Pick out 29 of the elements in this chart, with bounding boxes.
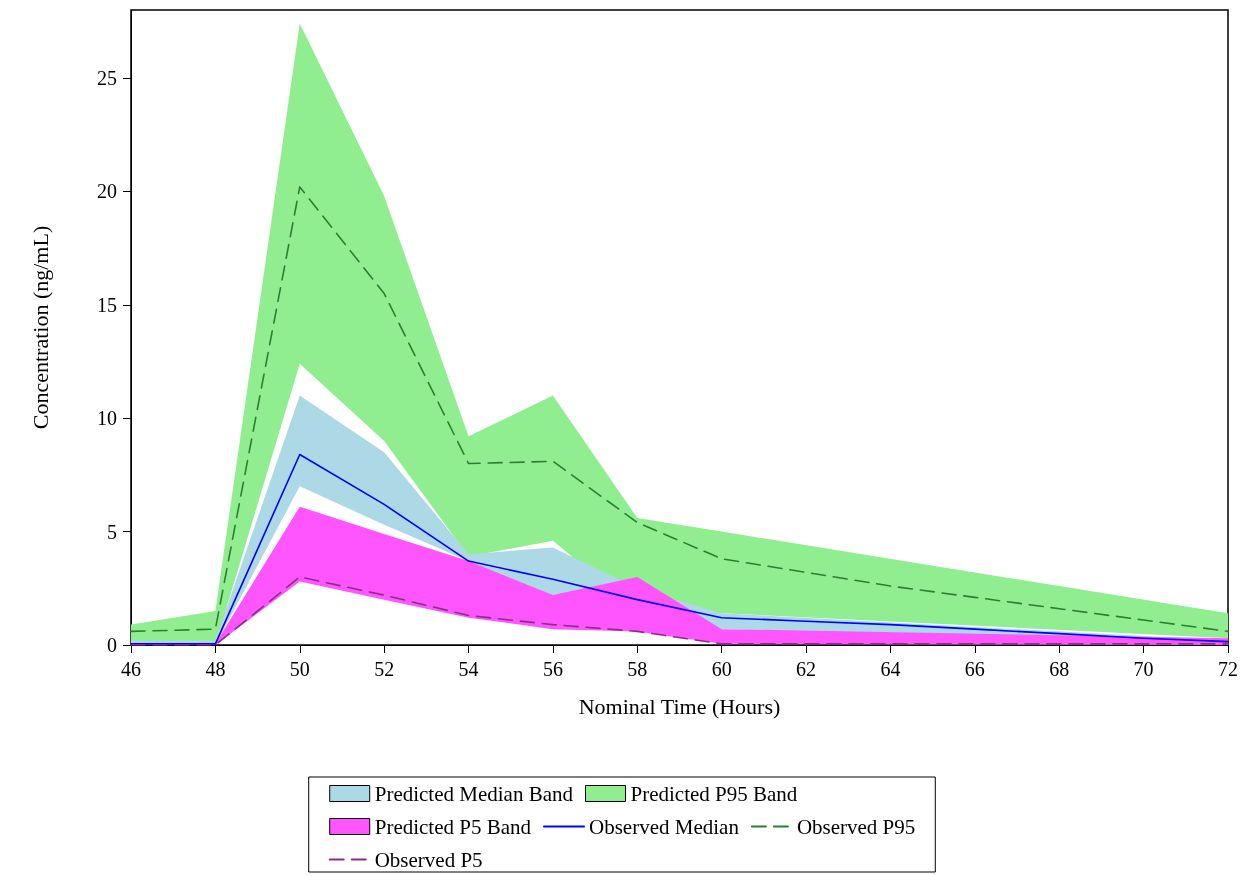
x-tick-label: 64 [880, 658, 901, 680]
legend-label: Predicted Median Band [374, 781, 574, 806]
legend-label: Predicted P5 Band [374, 814, 532, 839]
y-tick-label: 0 [107, 634, 117, 656]
x-tick-label: 68 [1049, 658, 1070, 680]
y-tick-label: 10 [97, 407, 117, 430]
legend-label: Observed Median [589, 814, 740, 839]
y-tick-label: 15 [97, 293, 117, 316]
x-tick-label: 72 [1218, 658, 1238, 680]
x-axis-title: Nominal Time (Hours) [578, 693, 781, 719]
y-tick-label: 5 [107, 520, 117, 543]
y-tick-label: 25 [97, 67, 117, 90]
x-tick-label: 46 [121, 658, 141, 680]
y-axis-title: Concentration (ng/mL) [27, 225, 53, 430]
x-tick-label: 54 [458, 658, 479, 680]
x-tick-label: 48 [205, 658, 226, 680]
x-tick-label: 52 [374, 658, 395, 680]
legend-label: Predicted P95 Band [630, 781, 798, 806]
x-tick-label: 56 [542, 658, 563, 680]
legend-label: Observed P5 [374, 847, 483, 872]
x-tick-label: 58 [627, 658, 648, 680]
x-tick-label: 50 [289, 658, 310, 680]
legend-label: Observed P95 [796, 814, 916, 839]
x-tick-label: 62 [796, 658, 817, 680]
x-tick-label: 60 [711, 658, 732, 680]
y-tick-label: 20 [97, 180, 117, 203]
x-tick-label: 70 [1133, 658, 1154, 680]
x-tick-label: 66 [964, 658, 985, 680]
line-series [130, 186, 1229, 633]
